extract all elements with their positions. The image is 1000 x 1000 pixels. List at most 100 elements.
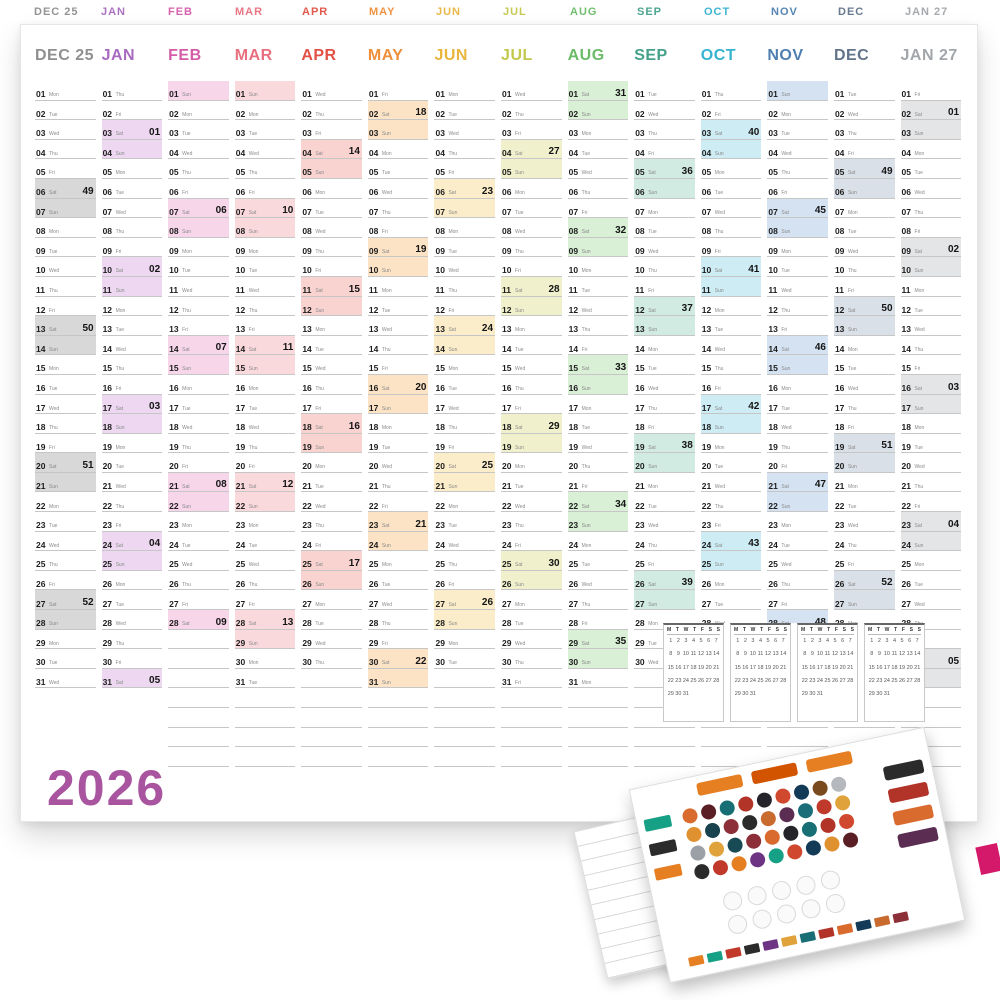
- mini-weekday: M: [801, 627, 806, 633]
- weekday-label: Sun: [248, 366, 258, 373]
- label-sticker: [887, 781, 930, 804]
- day-number: 16: [901, 383, 911, 393]
- mini-weekday: F: [700, 627, 704, 633]
- day-number: 05: [102, 167, 113, 178]
- mini-weekday: T: [876, 627, 880, 633]
- week-number: 11: [282, 342, 294, 354]
- strip-sticker: [780, 935, 798, 947]
- day-number: 12: [435, 304, 445, 315]
- week-number: 09: [215, 616, 227, 628]
- mini-day-number: 4: [758, 638, 763, 644]
- mini-calendar-days: 1 2 3 4 5 6 7 8 9 10 11 12 13 14 15 16 17 18 19 20 21 22 23 24 2…: [868, 637, 921, 698]
- day-row: 24 Mon: [567, 532, 629, 552]
- back-sheet-month-label: JAN: [101, 6, 127, 15]
- notes-ruled-row: [501, 728, 562, 748]
- weekday-label: Wed: [714, 209, 725, 216]
- weekday-label: Tue: [648, 229, 657, 236]
- day-number: 04: [768, 147, 778, 158]
- day-number: 16: [568, 383, 579, 393]
- day-row: 08 Sun: [168, 218, 229, 238]
- day-row: 20 Sun: [833, 453, 895, 473]
- day-number: 04: [36, 147, 46, 158]
- day-number: 15: [834, 363, 845, 374]
- day-number: 16: [302, 383, 312, 393]
- week-number: 45: [814, 205, 826, 217]
- day-number: 15: [768, 363, 778, 374]
- day-number: 22: [502, 500, 512, 511]
- calendar-grid: DEC 25 01 Mon 02 Tue 03 Wed 04 Thu 05 Fri 06 Sat 49 07…: [35, 47, 967, 767]
- day-row: 07 Sat 45: [767, 198, 828, 219]
- day-number: 10: [368, 265, 379, 276]
- week-number: 15: [348, 283, 360, 295]
- weekday-label: Mon: [315, 601, 326, 608]
- notes-ruled-row: [168, 728, 229, 748]
- mini-day-number: 21: [713, 664, 720, 671]
- day-number: 20: [302, 461, 312, 472]
- weekday-label: Sat: [847, 170, 856, 177]
- day-number: 08: [169, 226, 179, 237]
- day-number: 19: [701, 441, 712, 452]
- notes-ruled-row: [367, 688, 429, 708]
- weekday-label: Sat: [914, 386, 923, 392]
- day-row: 12 Wed: [567, 297, 629, 317]
- weekday-label: Sat: [248, 483, 257, 490]
- weekday-label: Tue: [115, 190, 125, 197]
- day-row: 19 Thu: [767, 434, 828, 454]
- weekday-label: Sat: [115, 268, 124, 275]
- weekday-label: Mon: [381, 562, 392, 569]
- day-row: 11 Thu: [35, 277, 96, 297]
- day-row: 14 Sat 11: [234, 335, 296, 356]
- day-row: 26 Sat 39: [634, 570, 695, 591]
- day-number: 09: [635, 245, 645, 256]
- day-number: 15: [169, 363, 179, 374]
- day-number: 04: [901, 147, 911, 158]
- day-number: 13: [102, 324, 113, 335]
- weekday-label: Fri: [714, 111, 721, 118]
- day-row: 04 Wed: [767, 140, 828, 160]
- day-row: 20 Fri: [234, 453, 296, 473]
- week-number: 51: [881, 440, 893, 452]
- day-row: 21 Mon: [833, 473, 895, 493]
- mini-day-number: 6: [908, 638, 912, 644]
- day-row: 10 Fri: [301, 257, 362, 277]
- weekday-label: Mon: [49, 92, 59, 99]
- weekday-label: Tue: [581, 562, 591, 569]
- mini-day-number: 23: [809, 677, 816, 684]
- circle-sticker: [823, 835, 841, 853]
- day-row: 26 Mon: [700, 571, 762, 591]
- day-number: 17: [635, 402, 645, 413]
- mini-weekday: T: [760, 627, 764, 633]
- circle-sticker: [781, 824, 800, 843]
- day-number: 14: [768, 343, 778, 354]
- weekday-label: Mon: [182, 111, 192, 118]
- month-column-apr: APR 01 Wed 02 Thu 03 Fri 04 Sat 14 05 Sun 06 Mon 07 Tue…: [301, 47, 368, 767]
- day-number: 22: [435, 500, 445, 511]
- weekday-label: Sat: [648, 444, 656, 451]
- day-row: 18 Sat 16: [301, 414, 362, 434]
- weekday-label: Sat: [714, 131, 723, 138]
- day-row: 24 Thu: [634, 532, 695, 552]
- weekday-label: Sat: [49, 464, 57, 471]
- day-row: 16 Sun: [567, 374, 629, 395]
- weekday-label: Sat: [248, 621, 257, 628]
- back-sheet-month-tab: JUL: [499, 2, 566, 15]
- back-sheet-month-tab: DEC 25: [30, 2, 97, 15]
- day-row: 25 Fri: [833, 551, 895, 571]
- week-number: 26: [481, 597, 494, 609]
- mini-day-number: 24: [883, 677, 890, 684]
- weekday-label: Thu: [847, 131, 857, 138]
- day-row: 12 Tue: [900, 297, 962, 317]
- weekday-label: Tue: [581, 425, 591, 432]
- day-row: 27 Sun: [833, 590, 895, 611]
- day-row: 07 Thu: [367, 199, 429, 219]
- day-number: 01: [768, 89, 778, 100]
- day-number: 15: [368, 363, 379, 374]
- weekday-label: Mon: [914, 425, 925, 432]
- day-number: 24: [302, 539, 312, 550]
- day-number: 28: [36, 618, 46, 629]
- weekday-label: Thu: [515, 660, 524, 667]
- day-row: 20 Tue: [700, 453, 762, 473]
- day-number: 05: [169, 167, 179, 178]
- weekday-label: Sat: [115, 679, 124, 686]
- strip-sticker: [892, 911, 909, 924]
